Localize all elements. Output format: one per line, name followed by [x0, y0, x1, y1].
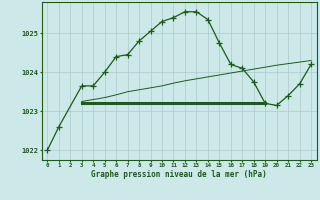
X-axis label: Graphe pression niveau de la mer (hPa): Graphe pression niveau de la mer (hPa) [91, 170, 267, 179]
